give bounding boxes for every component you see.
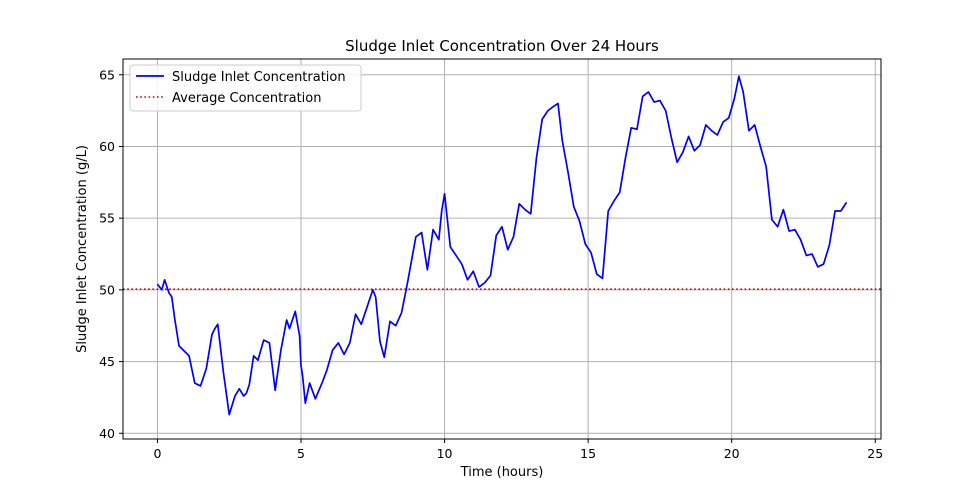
- y-axis-label: Sludge Inlet Concentration (g/L): [75, 145, 90, 353]
- legend-box: [129, 64, 362, 112]
- series-line-sludge-inlet: [156, 75, 848, 416]
- x-tick-label: 15: [580, 446, 596, 461]
- x-tick-label: 20: [724, 446, 740, 461]
- x-tick-label: 25: [867, 446, 883, 461]
- grid-lines: [123, 59, 881, 439]
- chart-title: Sludge Inlet Concentration Over 24 Hours: [345, 37, 659, 55]
- y-axis-ticks: 40 45 50 55 60 65: [99, 67, 123, 441]
- y-tick-label: 45: [99, 354, 115, 369]
- y-tick-label: 65: [99, 67, 115, 82]
- x-axis-ticks: 0 5 10 15 20 25: [153, 439, 883, 461]
- x-tick-label: 5: [297, 446, 305, 461]
- legend-label-average: Average Concentration: [172, 91, 321, 106]
- y-tick-label: 60: [99, 139, 115, 154]
- legend: Sludge Inlet Concentration Average Conce…: [129, 64, 362, 112]
- y-tick-label: 55: [99, 211, 115, 226]
- x-tick-label: 0: [153, 446, 161, 461]
- plot-frame: [122, 58, 882, 440]
- y-tick-label: 40: [99, 426, 115, 441]
- y-tick-label: 50: [99, 282, 115, 297]
- legend-label-series: Sludge Inlet Concentration: [172, 70, 346, 85]
- x-axis-label: Time (hours): [460, 465, 544, 480]
- x-tick-label: 10: [437, 446, 453, 461]
